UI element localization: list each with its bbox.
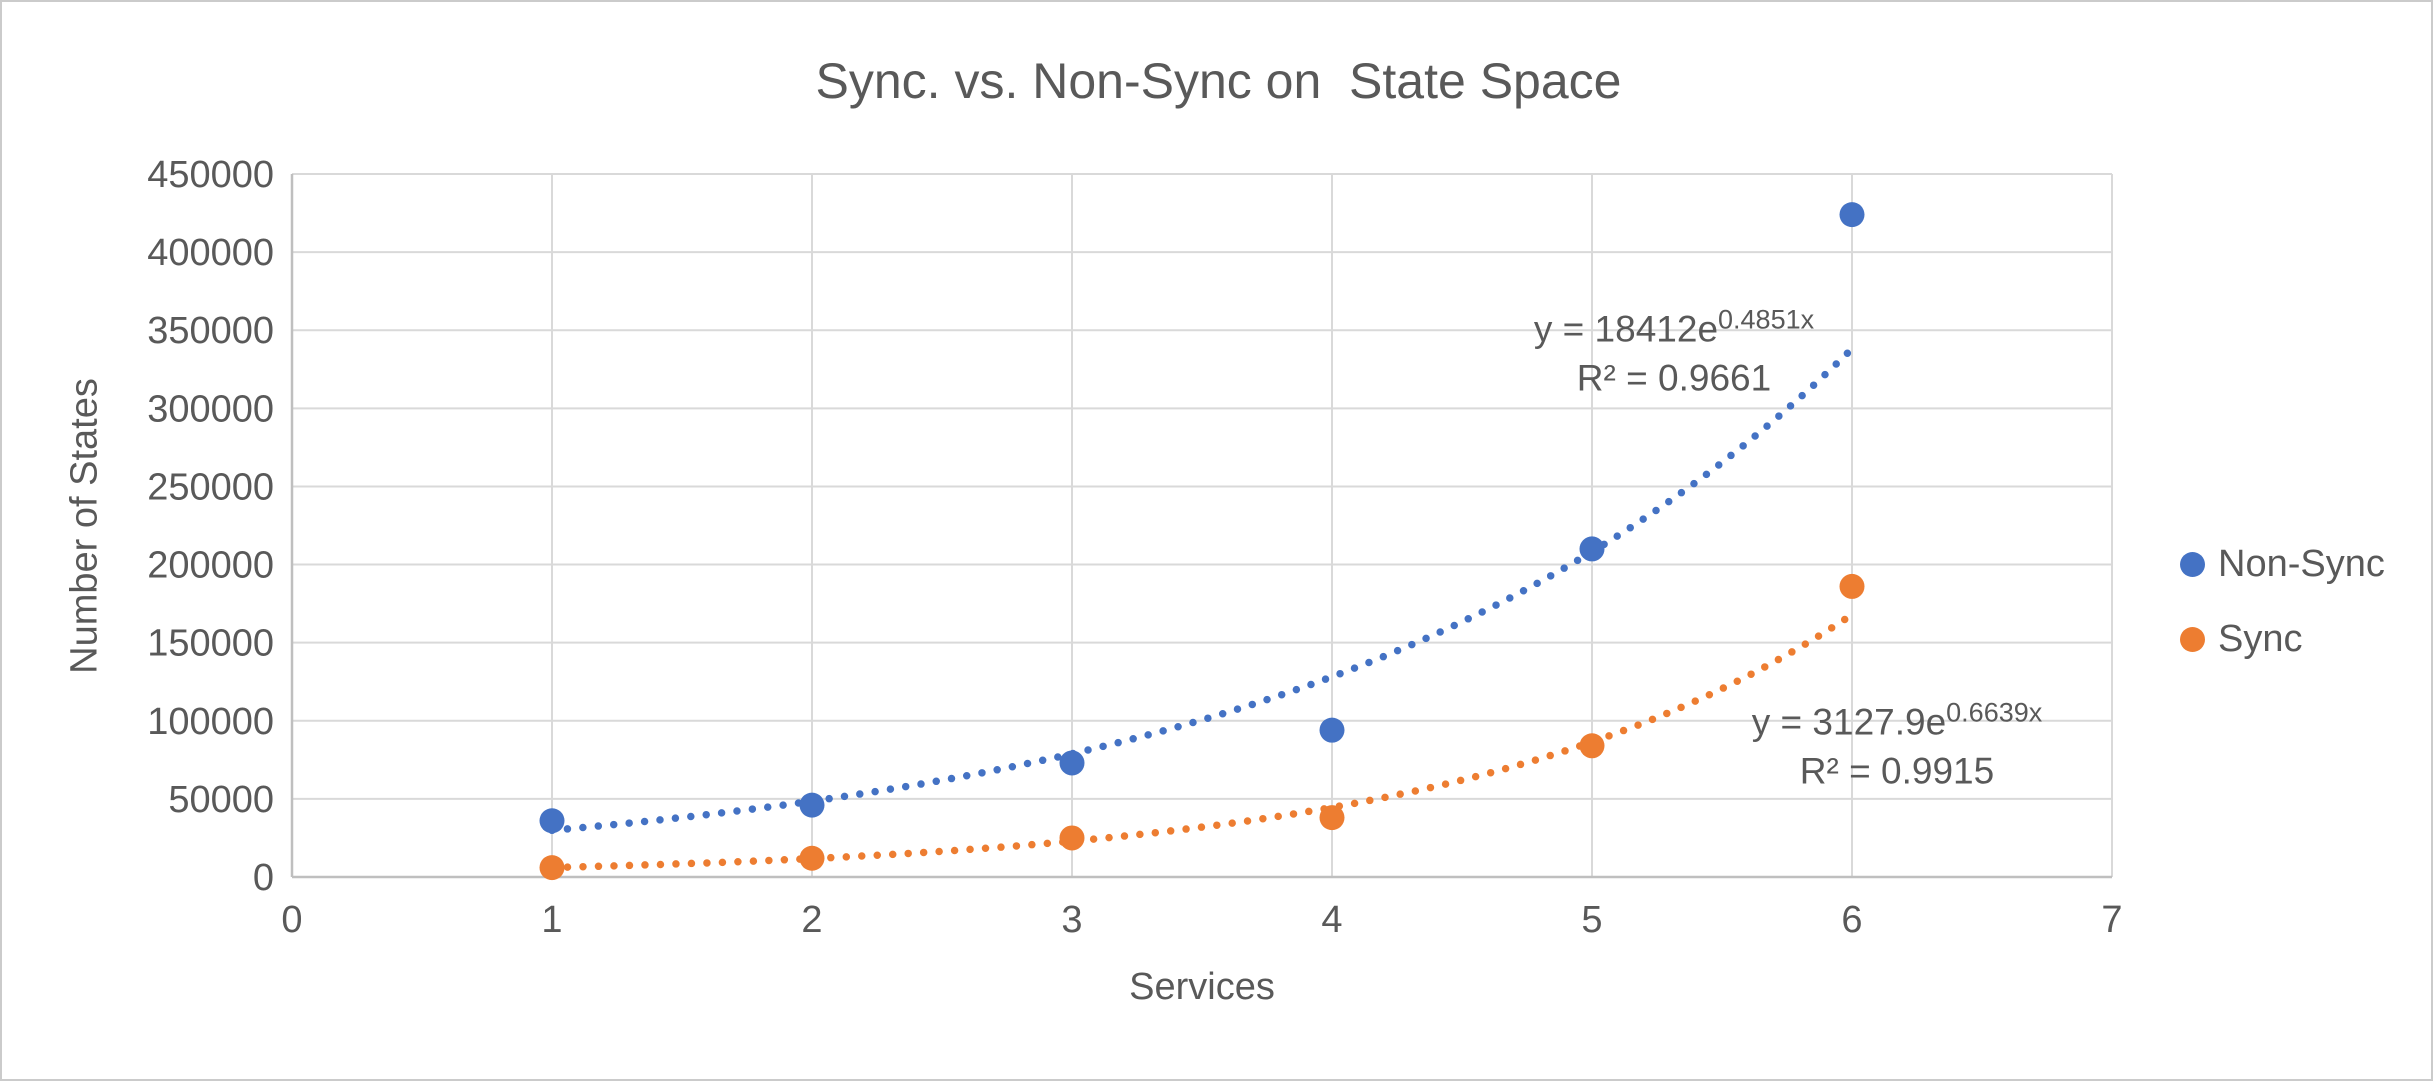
x-tick-label: 3 — [1061, 899, 1082, 941]
nonsync-point — [1579, 536, 1605, 562]
y-tick-label: 450000 — [147, 154, 274, 196]
chart-title: Sync. vs. Non-Sync on State Space — [815, 53, 1622, 109]
legend-item-sync: Sync — [2180, 615, 2385, 663]
legend: Non-Sync Sync — [2180, 540, 2385, 663]
y-tick-label: 200000 — [147, 545, 274, 587]
y-axis-title: Number of States — [63, 378, 106, 674]
sync-point — [1839, 573, 1865, 599]
sync-point — [1319, 805, 1345, 831]
nonsync-point — [539, 808, 565, 834]
x-tick-label: 4 — [1321, 899, 1342, 941]
x-tick-label: 2 — [801, 899, 822, 941]
sync-equation-exponent: 0.6639x — [1946, 697, 2043, 728]
y-tick-label: 250000 — [147, 466, 274, 508]
y-tick-label: 50000 — [168, 779, 274, 821]
legend-marker-nonsync-icon — [2180, 551, 2205, 577]
nonsync-trendline — [548, 344, 1856, 835]
nonsync-point — [1059, 750, 1085, 776]
y-tick-label: 350000 — [147, 310, 274, 352]
sync-point — [799, 845, 825, 871]
sync-trendline — [548, 610, 1856, 872]
sync-point — [539, 855, 565, 881]
y-tick-label: 400000 — [147, 232, 274, 274]
sync-trendline-equation: y = 3127.9e0.6639x R² = 0.9915 — [1752, 688, 2043, 795]
sync-equation-base: y = 3127.9e — [1751, 701, 1947, 743]
x-tick-label: 0 — [281, 899, 302, 941]
x-tick-label: 6 — [1841, 899, 1862, 941]
nonsync-r2-line: R² = 0.9661 — [1576, 357, 1772, 399]
y-tick-label: 0 — [253, 857, 274, 899]
nonsync-point — [1839, 202, 1865, 228]
nonsync-trendline-equation: y = 18412e0.4851x R² = 0.9661 — [1534, 295, 1814, 402]
legend-label-sync: Sync — [2218, 617, 2303, 660]
sync-r2-line: R² = 0.9915 — [1799, 750, 1995, 792]
y-tick-label: 150000 — [147, 623, 274, 665]
x-axis-title: Services — [1129, 966, 1275, 1008]
legend-label-nonsync: Non-Sync — [2218, 542, 2385, 585]
nonsync-equation-line: y = 18412e0.4851x — [1534, 295, 1814, 353]
nonsync-point — [1319, 717, 1345, 743]
sync-equation-line: y = 3127.9e0.6639x — [1752, 688, 2043, 746]
x-tick-label: 7 — [2101, 899, 2122, 941]
x-tick-label: 1 — [541, 899, 562, 941]
legend-item-nonsync: Non-Sync — [2180, 540, 2385, 588]
legend-marker-sync-icon — [2180, 626, 2205, 652]
y-tick-label: 300000 — [147, 388, 274, 430]
y-tick-label: 100000 — [147, 701, 274, 743]
x-tick-label: 5 — [1581, 899, 1602, 941]
sync-point — [1059, 825, 1085, 851]
nonsync-point — [799, 792, 825, 818]
nonsync-equation-exponent: 0.4851x — [1718, 304, 1815, 335]
nonsync-equation-base: y = 18412e — [1533, 308, 1719, 350]
sync-point — [1579, 733, 1605, 759]
